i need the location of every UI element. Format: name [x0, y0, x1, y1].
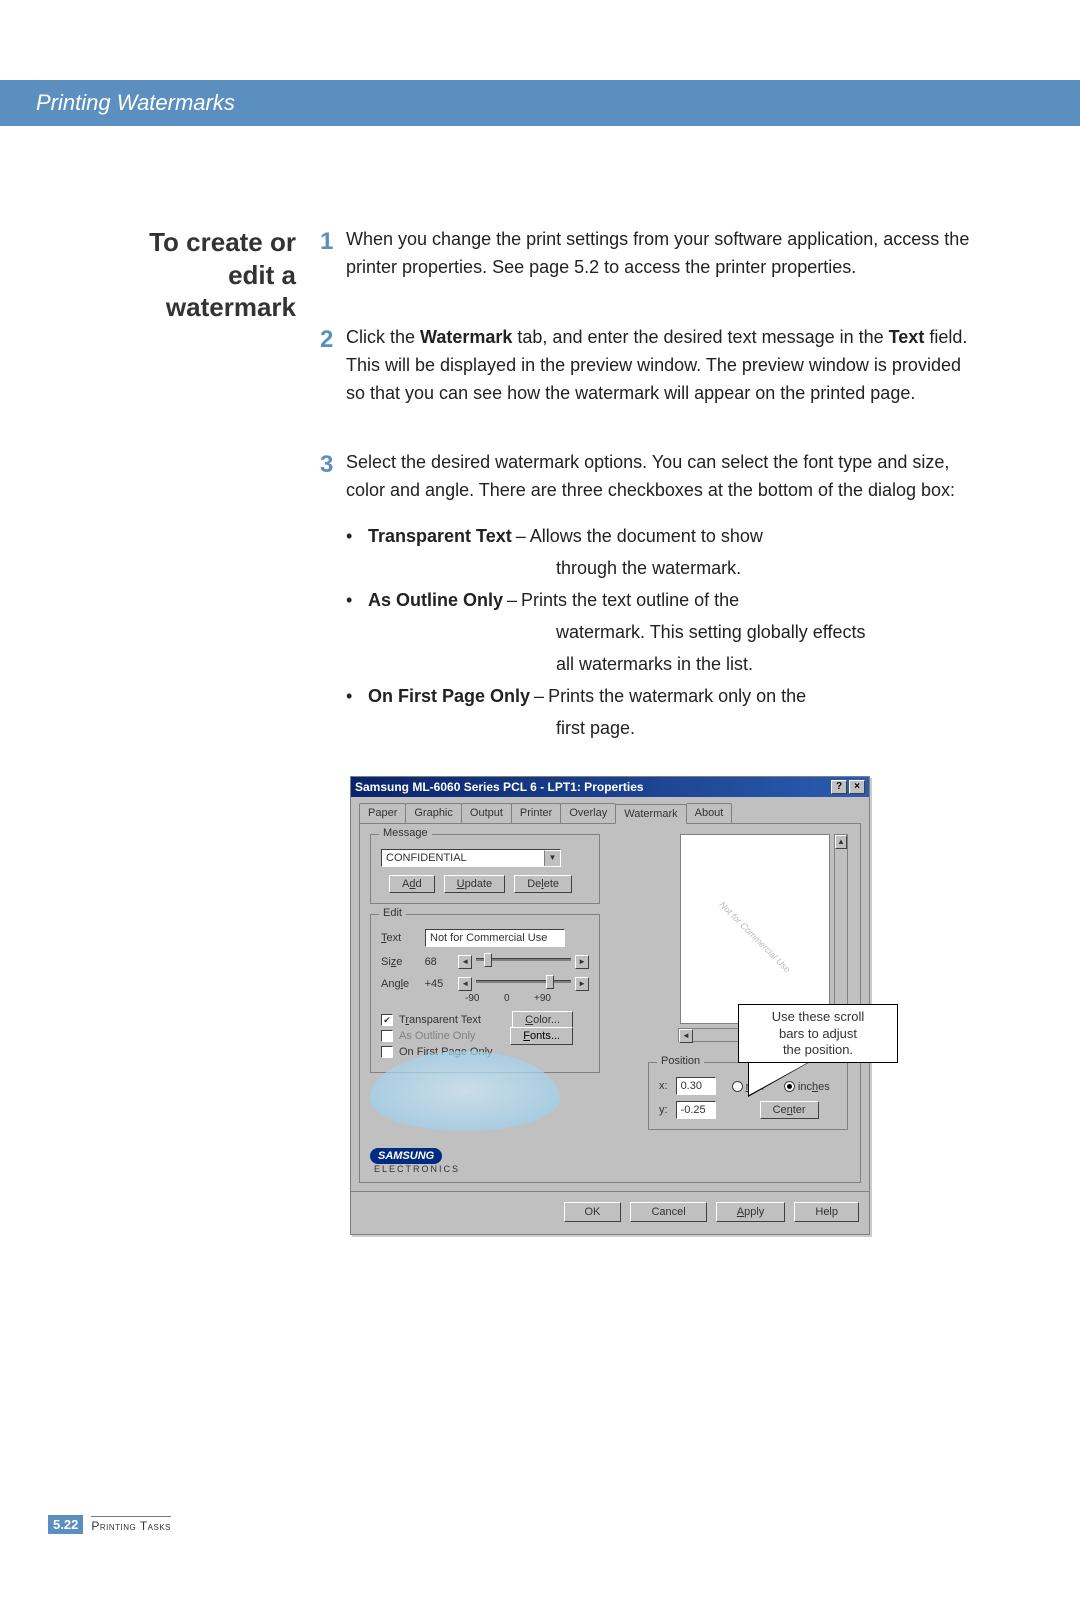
tab-graphic[interactable]: Graphic: [405, 803, 462, 823]
footer-label: Printing Tasks: [91, 1516, 171, 1533]
pos-x-label: x:: [659, 1080, 668, 1092]
help-button[interactable]: Help: [794, 1202, 859, 1222]
ok-button[interactable]: OK: [564, 1202, 622, 1222]
banner-title: Printing Watermarks: [36, 90, 235, 115]
preview-watermark: Not for Commercial Use: [718, 899, 793, 974]
pos-y-input[interactable]: -0.25: [676, 1101, 716, 1119]
step-body: Click the Watermark tab, and enter the d…: [346, 324, 980, 408]
dialog-footer: OK Cancel Apply Help: [351, 1191, 869, 1234]
tab-output[interactable]: Output: [461, 803, 512, 823]
page-preview: Not for Commercial Use: [680, 834, 830, 1024]
message-dropdown[interactable]: CONFIDENTIAL ▼: [381, 849, 561, 867]
tab-printer[interactable]: Printer: [511, 803, 561, 823]
tab-paper[interactable]: Paper: [359, 803, 406, 823]
arrow-left-icon[interactable]: ◄: [458, 977, 472, 991]
firstpage-checkbox[interactable]: [381, 1046, 393, 1058]
angle-scale: -90 0 +90: [381, 993, 551, 1004]
page-content: To create or edit a watermark 1 When you…: [0, 126, 1080, 1235]
center-button[interactable]: Center: [760, 1101, 819, 1119]
angle-label: Angle: [381, 978, 425, 990]
title-bar: Samsung ML-6060 Series PCL 6 - LPT1: Pro…: [351, 777, 869, 797]
arrow-left-icon[interactable]: ◄: [458, 955, 472, 969]
brand-badge: SAMSUNG ELECTRONICS: [370, 1148, 460, 1174]
size-label: Size: [381, 956, 425, 968]
step-number: 2: [320, 324, 346, 355]
update-button[interactable]: Update: [444, 875, 505, 893]
scrollbar-callout: Use these scroll bars to adjust the posi…: [738, 1004, 898, 1097]
text-input[interactable]: Not for Commercial Use: [425, 929, 565, 947]
page-footer: 5.22 Printing Tasks: [48, 1515, 171, 1534]
step-number: 1: [320, 226, 346, 257]
dialog-body: Message CONFIDENTIAL ▼ Add Update Delete…: [359, 823, 861, 1183]
step-1: 1 When you change the print settings fro…: [320, 226, 980, 282]
transparent-label: Transparent Text: [399, 1014, 481, 1026]
step-3: 3 Select the desired watermark options. …: [320, 449, 980, 746]
apply-button[interactable]: Apply: [716, 1202, 786, 1222]
cancel-button[interactable]: Cancel: [630, 1202, 706, 1222]
message-group: Message CONFIDENTIAL ▼ Add Update Delete: [370, 834, 600, 904]
callout-text: Use these scroll bars to adjust the posi…: [738, 1004, 898, 1063]
section-heading: To create or edit a watermark: [100, 226, 320, 324]
size-slider[interactable]: [476, 958, 571, 961]
pos-x-input[interactable]: 0.30: [676, 1077, 716, 1095]
transparent-checkbox[interactable]: ✔: [381, 1014, 393, 1026]
tab-about[interactable]: About: [686, 803, 733, 823]
callout-arrow-icon: [748, 1063, 808, 1097]
step-body: When you change the print settings from …: [346, 226, 980, 282]
group-label: Position: [657, 1055, 704, 1067]
vertical-scrollbar[interactable]: ▲ ▼: [834, 834, 848, 1024]
step-body: Select the desired watermark options. Yo…: [346, 449, 980, 746]
tab-overlay[interactable]: Overlay: [560, 803, 616, 823]
firstpage-label: On First Page Only: [399, 1046, 493, 1058]
group-label: Edit: [379, 907, 406, 919]
help-icon[interactable]: ?: [831, 780, 847, 794]
page-number-badge: 5.22: [48, 1515, 83, 1534]
bullet-list: • Transparent Text – Allows the document…: [346, 523, 980, 742]
fonts-button[interactable]: Fonts...: [510, 1027, 573, 1045]
dialog-screenshot: Samsung ML-6060 Series PCL 6 - LPT1: Pro…: [350, 776, 870, 1235]
size-value: 68: [425, 956, 459, 968]
angle-slider[interactable]: [476, 980, 571, 983]
arrow-up-icon[interactable]: ▲: [835, 835, 847, 849]
outline-label: As Outline Only: [399, 1030, 475, 1042]
pos-y-label: y:: [659, 1104, 668, 1116]
step-number: 3: [320, 449, 346, 480]
arrow-right-icon[interactable]: ►: [575, 977, 589, 991]
arrow-left-icon[interactable]: ◄: [679, 1029, 693, 1043]
step-2: 2 Click the Watermark tab, and enter the…: [320, 324, 980, 408]
angle-value: +45: [425, 978, 459, 990]
chapter-banner: Printing Watermarks: [0, 80, 1080, 126]
group-label: Message: [379, 827, 432, 839]
text-label: Text: [381, 932, 425, 944]
add-button[interactable]: Add: [389, 875, 435, 893]
tab-strip: Paper Graphic Output Printer Overlay Wat…: [351, 797, 869, 823]
chevron-down-icon: ▼: [544, 850, 560, 866]
delete-button[interactable]: Delete: [514, 875, 572, 893]
outline-checkbox[interactable]: [381, 1030, 393, 1042]
edit-group: Edit Text Not for Commercial Use Size 68…: [370, 914, 600, 1073]
tab-watermark[interactable]: Watermark: [615, 804, 686, 824]
close-icon[interactable]: ×: [849, 780, 865, 794]
window-title: Samsung ML-6060 Series PCL 6 - LPT1: Pro…: [355, 780, 644, 794]
arrow-right-icon[interactable]: ►: [575, 955, 589, 969]
